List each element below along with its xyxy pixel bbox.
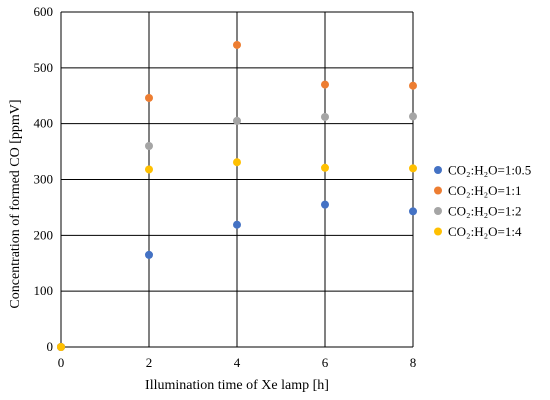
y-tick-labels: 0 100 200 300 400 500 600 bbox=[34, 4, 54, 354]
y-tick-label: 500 bbox=[34, 60, 54, 75]
data-point bbox=[57, 343, 65, 351]
data-point bbox=[321, 200, 329, 209]
data-point bbox=[145, 142, 153, 150]
x-tick-labels: 0 2 4 6 8 bbox=[58, 355, 417, 370]
y-tick-label: 100 bbox=[34, 283, 54, 298]
y-tick-label: 0 bbox=[47, 339, 54, 354]
x-axis-title: Illumination time of Xe lamp [h] bbox=[145, 378, 329, 393]
data-point bbox=[145, 93, 153, 102]
legend-marker bbox=[434, 227, 442, 236]
y-tick-label: 400 bbox=[34, 116, 54, 131]
y-tick-label: 300 bbox=[34, 172, 54, 187]
data-point bbox=[233, 220, 241, 229]
legend: CO₂:H₂O=1:0.5 CO₂:H₂O=1:1 CO₂:H₂O=1:2 CO₂:H… bbox=[434, 163, 531, 239]
data-point bbox=[145, 165, 153, 174]
legend-label: CO₂:H₂O=1:2 bbox=[448, 204, 521, 219]
data-point bbox=[233, 40, 241, 49]
legend-marker bbox=[434, 186, 442, 195]
data-point bbox=[321, 163, 329, 172]
data-point bbox=[145, 250, 153, 259]
legend-label: CO₂:H₂O=1:4 bbox=[448, 224, 522, 239]
data-point bbox=[409, 164, 417, 173]
data-point bbox=[409, 81, 417, 90]
x-tick-label: 4 bbox=[234, 355, 241, 370]
data-point bbox=[409, 112, 417, 121]
data-point bbox=[321, 80, 329, 89]
x-tick-label: 2 bbox=[146, 355, 153, 370]
legend-label: CO₂:H₂O=1:1 bbox=[448, 183, 521, 198]
data-point bbox=[409, 207, 417, 216]
grid bbox=[60, 11, 414, 348]
x-tick-label: 0 bbox=[58, 355, 65, 370]
y-tick-label: 600 bbox=[34, 4, 54, 19]
y-tick-label: 200 bbox=[34, 227, 54, 242]
data-point bbox=[233, 116, 241, 125]
x-tick-label: 8 bbox=[410, 355, 417, 370]
y-axis-title: Concentration of formed CO [ppmV] bbox=[8, 99, 23, 308]
data-points bbox=[57, 40, 417, 351]
legend-label: CO₂:H₂O=1:0.5 bbox=[448, 163, 531, 178]
data-point bbox=[233, 158, 241, 167]
legend-marker bbox=[434, 166, 442, 174]
legend-marker bbox=[434, 207, 442, 215]
data-point bbox=[321, 112, 329, 121]
x-tick-label: 6 bbox=[322, 355, 329, 370]
